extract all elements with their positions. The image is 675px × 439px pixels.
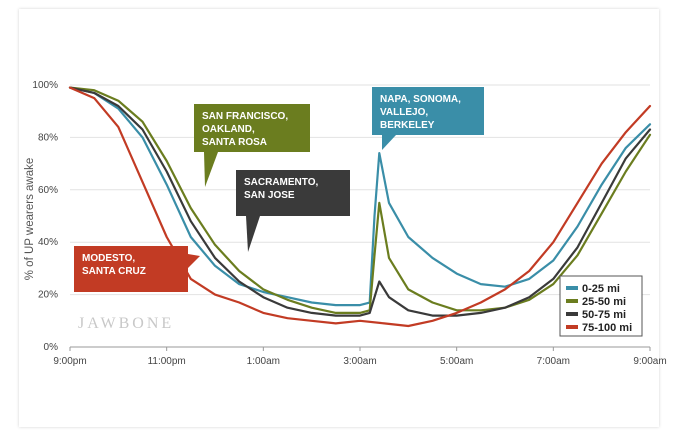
callout-box	[194, 104, 310, 152]
callout-text-line: SANTA ROSA	[202, 137, 267, 148]
jawbone-watermark: JAWBONE	[78, 315, 174, 332]
legend-label: 25-50 mi	[582, 296, 626, 308]
y-axis-label: % of UP wearers awake	[24, 158, 36, 281]
callout-text-line: NAPA, SONOMA,	[380, 94, 461, 105]
y-tick-label: 100%	[32, 80, 58, 91]
chart-frame	[19, 9, 659, 427]
x-tick-label: 1:00am	[247, 356, 280, 367]
legend-swatch	[566, 299, 578, 303]
callout-text-line: MODESTO,	[82, 253, 135, 264]
callouts: SAN FRANCISCO, OAKLAND, SANTA ROSA SACRAMEN…	[74, 87, 484, 292]
x-tick-label: 9:00am	[633, 356, 666, 367]
callout-text-line: SANTA CRUZ	[82, 266, 146, 277]
callout-sac: SACRAMENTO, SAN JOSE	[236, 170, 350, 252]
y-tick-label: 80%	[38, 132, 58, 143]
legend-label: 50-75 mi	[582, 309, 626, 321]
x-tick-label: 11:00pm	[148, 356, 186, 367]
y-tick-label: 40%	[38, 237, 58, 248]
callout-text-line: VALLEJO,	[380, 107, 428, 118]
x-tick-label: 9:00pm	[53, 356, 86, 367]
callout-text-line: SACRAMENTO,	[244, 177, 318, 188]
callout-modesto: MODESTO, SANTA CRUZ	[74, 246, 200, 292]
legend-swatch	[566, 325, 578, 329]
series-line-50-75-mi	[68, 86, 652, 317]
callout-napa: NAPA, SONOMA, VALLEJO, BERKELEY	[372, 87, 484, 150]
callout-box	[236, 170, 350, 216]
legend-label: 75-100 mi	[582, 322, 632, 334]
y-tick-label: 0%	[44, 342, 59, 353]
callout-text-line: BERKELEY	[380, 120, 435, 131]
series-lines	[68, 86, 652, 328]
callout-box	[74, 246, 188, 292]
legend-swatch	[566, 312, 578, 316]
callout-text-line: SAN JOSE	[244, 190, 295, 201]
x-tick-label: 3:00am	[343, 356, 376, 367]
callout-pointer	[382, 135, 396, 150]
callout-sf: SAN FRANCISCO, OAKLAND, SANTA ROSA	[194, 104, 310, 187]
series-line-25-50-mi	[68, 86, 652, 314]
y-tick-labels: 0% 20% 40% 60% 80% 100%	[32, 80, 58, 353]
callout-pointer	[188, 254, 200, 268]
series-line-75-100-mi	[68, 86, 652, 328]
series-line-0-25-mi	[68, 86, 652, 307]
callout-text-line: SAN FRANCISCO,	[202, 111, 288, 122]
y-tick-label: 60%	[38, 185, 58, 196]
legend-swatch	[566, 286, 578, 290]
x-tick-labels: 9:00pm 11:00pm 1:00am 3:00am 5:00am 7:00am 9:0…	[53, 347, 667, 367]
y-tick-label: 20%	[38, 290, 58, 301]
callout-pointer	[204, 152, 218, 187]
legend-label: 0-25 mi	[582, 283, 620, 295]
x-tick-label: 5:00am	[440, 356, 473, 367]
x-tick-label: 7:00am	[537, 356, 570, 367]
callout-box	[372, 87, 484, 135]
callout-pointer	[246, 216, 260, 252]
callout-text-line: OAKLAND,	[202, 124, 255, 135]
